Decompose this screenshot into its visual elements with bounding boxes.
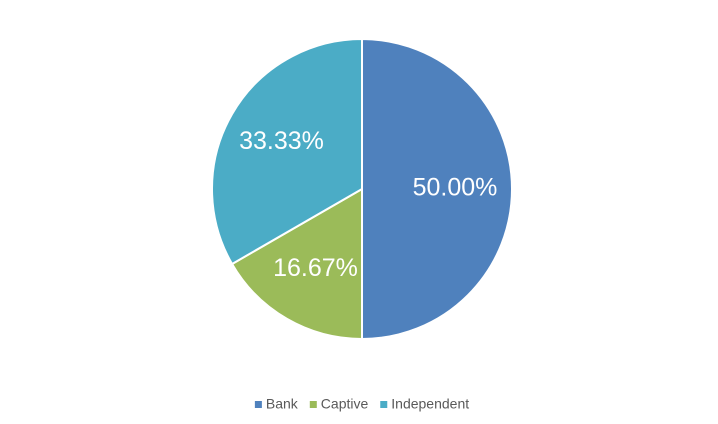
legend-label: Bank [266, 396, 299, 412]
legend-label: Captive [321, 396, 369, 412]
legend-swatch [254, 401, 262, 408]
legend-swatch [309, 401, 317, 408]
pie-slice [211, 37, 363, 266]
pie-slice [361, 37, 513, 341]
data-label: 50.00% [413, 174, 498, 202]
legend-label: Independent [391, 396, 469, 412]
data-label: 33.33% [239, 127, 324, 155]
data-label: 16.67% [273, 254, 358, 282]
legend-swatch [380, 401, 388, 408]
pie-slice [230, 187, 363, 341]
